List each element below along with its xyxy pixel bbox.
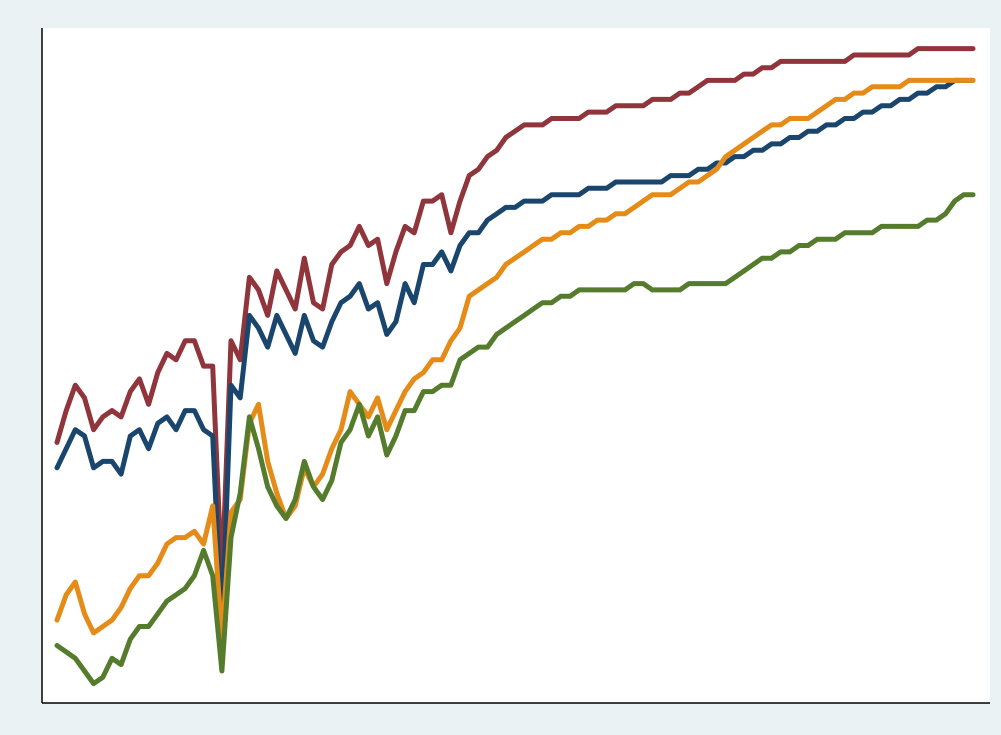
plot-area [41, 28, 990, 703]
series-layer [54, 46, 976, 687]
series-line-2 [54, 77, 976, 636]
series-line-3 [54, 77, 976, 642]
series-line-4 [54, 192, 976, 687]
series-line-1 [54, 46, 976, 585]
